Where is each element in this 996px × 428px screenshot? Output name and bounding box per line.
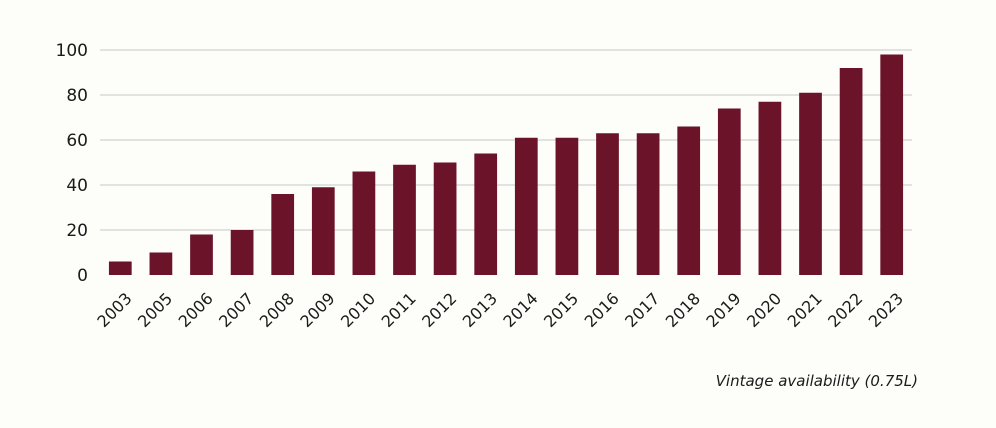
y-tick-label: 0 [77, 266, 88, 286]
y-tick-label: 60 [66, 131, 88, 151]
x-tick-label: 2021 [784, 289, 826, 331]
bar-2023 [880, 54, 904, 275]
y-tick-label: 80 [66, 86, 88, 106]
x-tick-label: 2016 [581, 289, 623, 331]
x-tick-label: 2009 [296, 289, 338, 331]
bar-2020 [758, 101, 782, 275]
bar-2017 [636, 133, 660, 275]
y-tick-label: 20 [66, 221, 88, 241]
y-axis-ticks: 0 20 40 60 80 100 [56, 41, 88, 286]
x-tick-label: 2003 [93, 289, 135, 331]
bar-2010 [352, 171, 376, 275]
x-tick-label: 2011 [378, 289, 420, 331]
x-tick-label: 2008 [256, 289, 298, 331]
bar-2006 [190, 234, 213, 275]
x-tick-label: 2022 [824, 289, 866, 331]
x-tick-label: 2020 [743, 289, 785, 331]
x-tick-label: 2017 [621, 289, 663, 331]
x-tick-label: 2023 [865, 289, 907, 331]
chart-caption: Vintage availability (0.75L) [715, 372, 918, 390]
x-tick-label: 2019 [702, 289, 744, 331]
bar-2009 [311, 187, 335, 275]
bar-2005 [149, 252, 173, 275]
x-tick-label: 2015 [540, 289, 582, 331]
x-tick-label: 2013 [459, 289, 501, 331]
bar-2021 [799, 92, 822, 275]
gridlines [100, 49, 912, 231]
bar-2012 [433, 162, 457, 275]
bar-2016 [596, 133, 619, 275]
x-tick-label: 2012 [418, 289, 460, 331]
bars [108, 54, 904, 275]
bar-2011 [393, 164, 416, 275]
bar-2008 [271, 194, 295, 275]
x-axis-ticks: 2003200520062007200820092010201120122013… [93, 289, 907, 331]
x-tick-label: 2006 [175, 289, 217, 331]
y-tick-label: 100 [56, 41, 88, 61]
bar-2022 [839, 68, 863, 275]
x-tick-label: 2005 [134, 289, 176, 331]
x-tick-label: 2014 [499, 289, 541, 331]
bar-2003 [108, 261, 132, 275]
x-tick-label: 2018 [662, 289, 704, 331]
bar-2018 [677, 126, 701, 275]
bar-2019 [717, 108, 741, 275]
x-tick-label: 2010 [337, 289, 379, 331]
x-tick-label: 2007 [215, 289, 257, 331]
bar-2015 [555, 137, 579, 275]
y-tick-label: 40 [66, 176, 88, 196]
bar-2007 [230, 230, 254, 275]
bar-2014 [514, 137, 538, 275]
bar-2013 [474, 153, 498, 275]
